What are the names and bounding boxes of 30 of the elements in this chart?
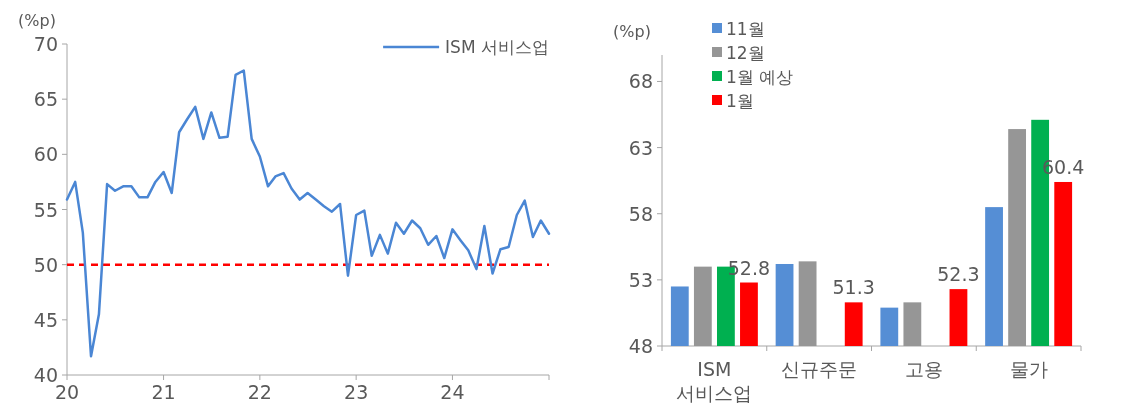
y-tick-label: 45 <box>33 308 58 331</box>
y-axis-title: (%p) <box>18 11 56 30</box>
x-tick-label: 고용 <box>904 358 943 380</box>
y-axis-title: (%p) <box>613 22 651 41</box>
legend-label: 12월 <box>726 43 765 63</box>
x-tick-label: 물가 <box>1009 358 1048 380</box>
legend-label: 11월 <box>726 19 765 39</box>
y-tick-label: 55 <box>33 198 58 221</box>
line-series <box>65 69 551 358</box>
y-tick-label: 65 <box>33 88 58 111</box>
legend-label: 1월 <box>726 91 754 111</box>
y-tick-label: 63 <box>628 136 653 159</box>
data-label: 52.3 <box>937 263 980 286</box>
x-tick-label: 21 <box>151 381 176 403</box>
data-label: 52.8 <box>727 256 771 279</box>
x-tick-label: 23 <box>344 381 369 403</box>
y-tick-label: 68 <box>628 70 653 93</box>
y-tick-label: 50 <box>33 253 58 276</box>
y-tick-label: 60 <box>33 143 58 166</box>
y-tick-label: 53 <box>628 268 653 291</box>
x-tick-label: 신규주문 <box>781 358 858 380</box>
data-label: 51.3 <box>832 276 875 299</box>
x-tick-label: 22 <box>247 381 272 403</box>
x-tick-label: 24 <box>440 381 465 403</box>
legend-label: 1월 예상 <box>726 67 794 87</box>
x-tick-label: ISM 서비스업 <box>676 358 753 404</box>
y-tick-label: 70 <box>33 33 58 55</box>
legend-label: ISM 서비스업 <box>445 37 549 57</box>
y-tick-label: 48 <box>628 335 653 357</box>
y-tick-label: 58 <box>628 202 653 225</box>
